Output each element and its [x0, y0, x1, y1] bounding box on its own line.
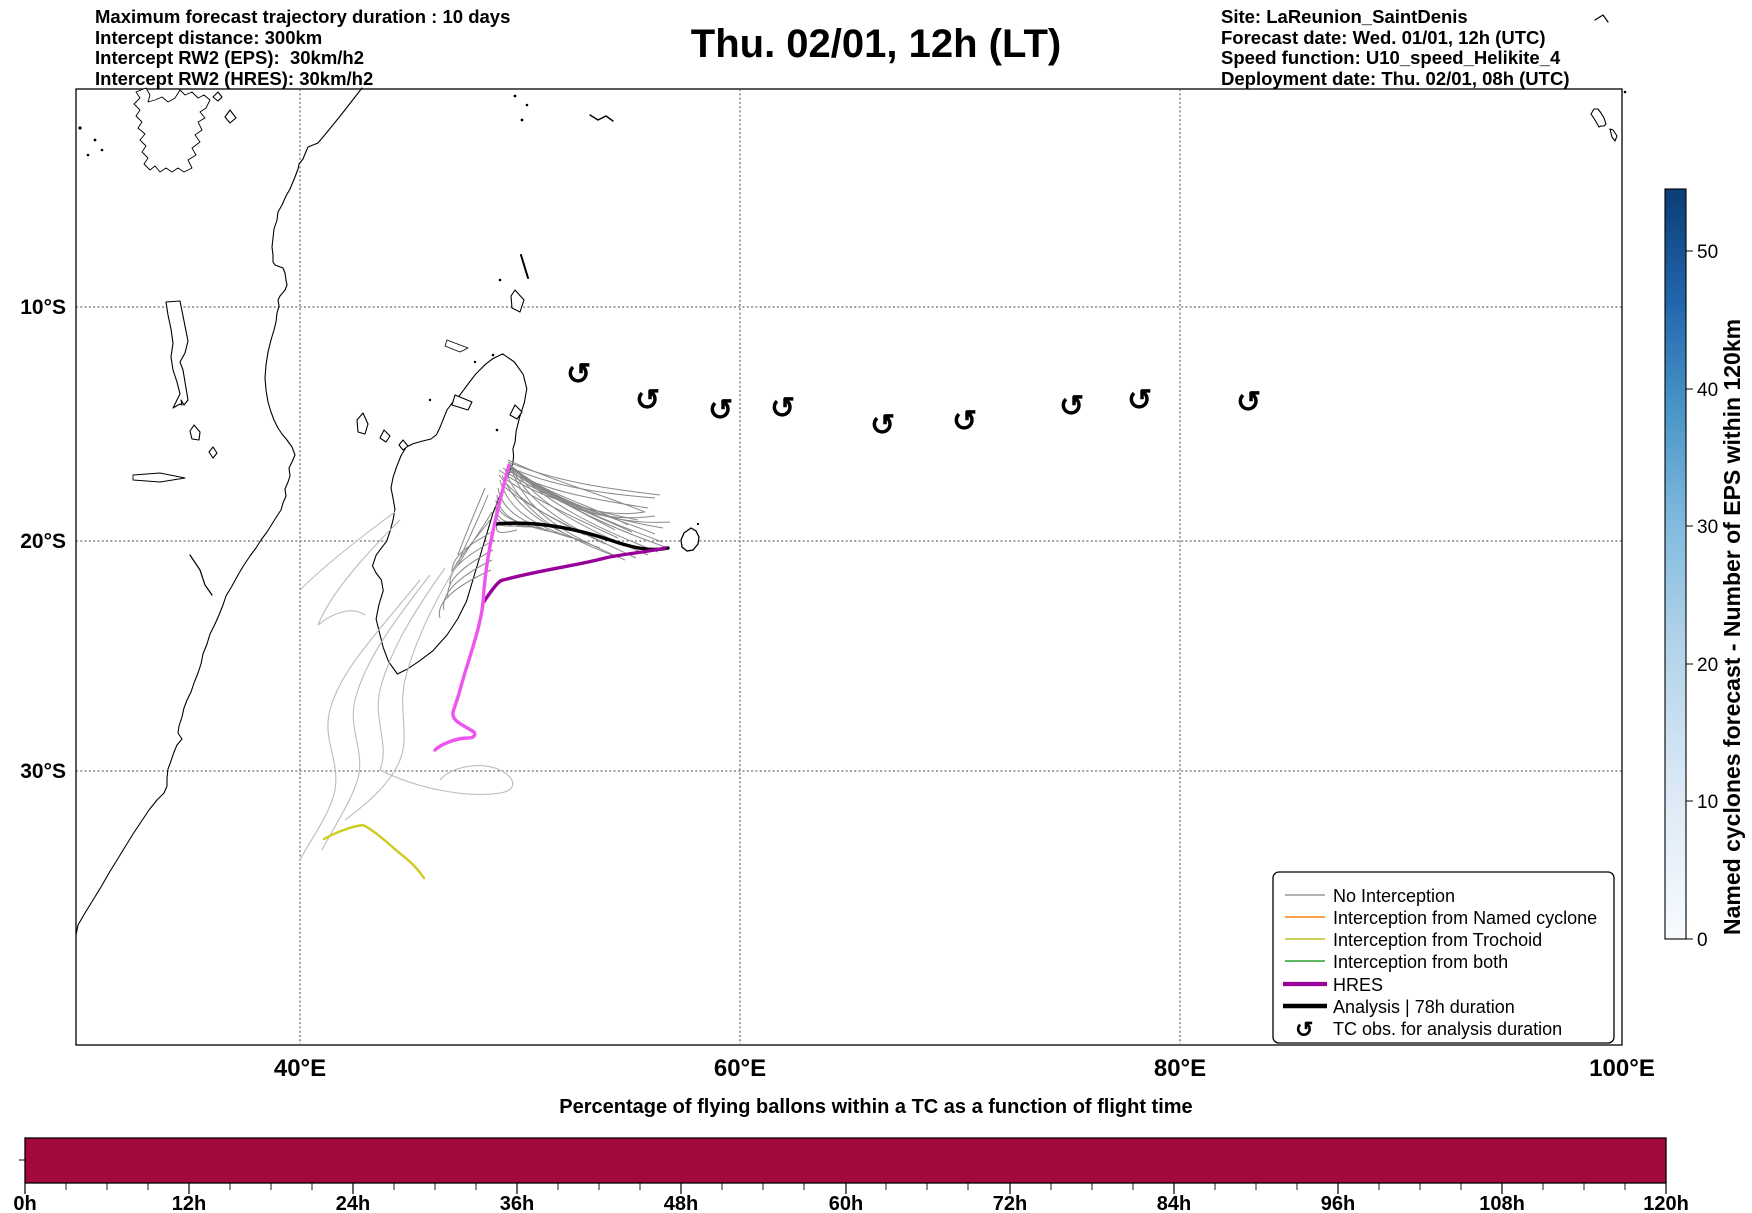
svg-text:72h: 72h: [993, 1193, 1027, 1213]
svg-text:36h: 36h: [500, 1193, 534, 1213]
svg-text:48h: 48h: [664, 1193, 698, 1213]
svg-text:108h: 108h: [1479, 1193, 1525, 1213]
svg-text:0h: 0h: [13, 1193, 36, 1213]
svg-text:96h: 96h: [1321, 1193, 1355, 1213]
svg-text:120h: 120h: [1643, 1193, 1689, 1213]
svg-text:84h: 84h: [1157, 1193, 1191, 1213]
svg-text:60h: 60h: [829, 1193, 863, 1213]
svg-text:24h: 24h: [336, 1193, 370, 1213]
svg-text:12h: 12h: [172, 1193, 206, 1213]
